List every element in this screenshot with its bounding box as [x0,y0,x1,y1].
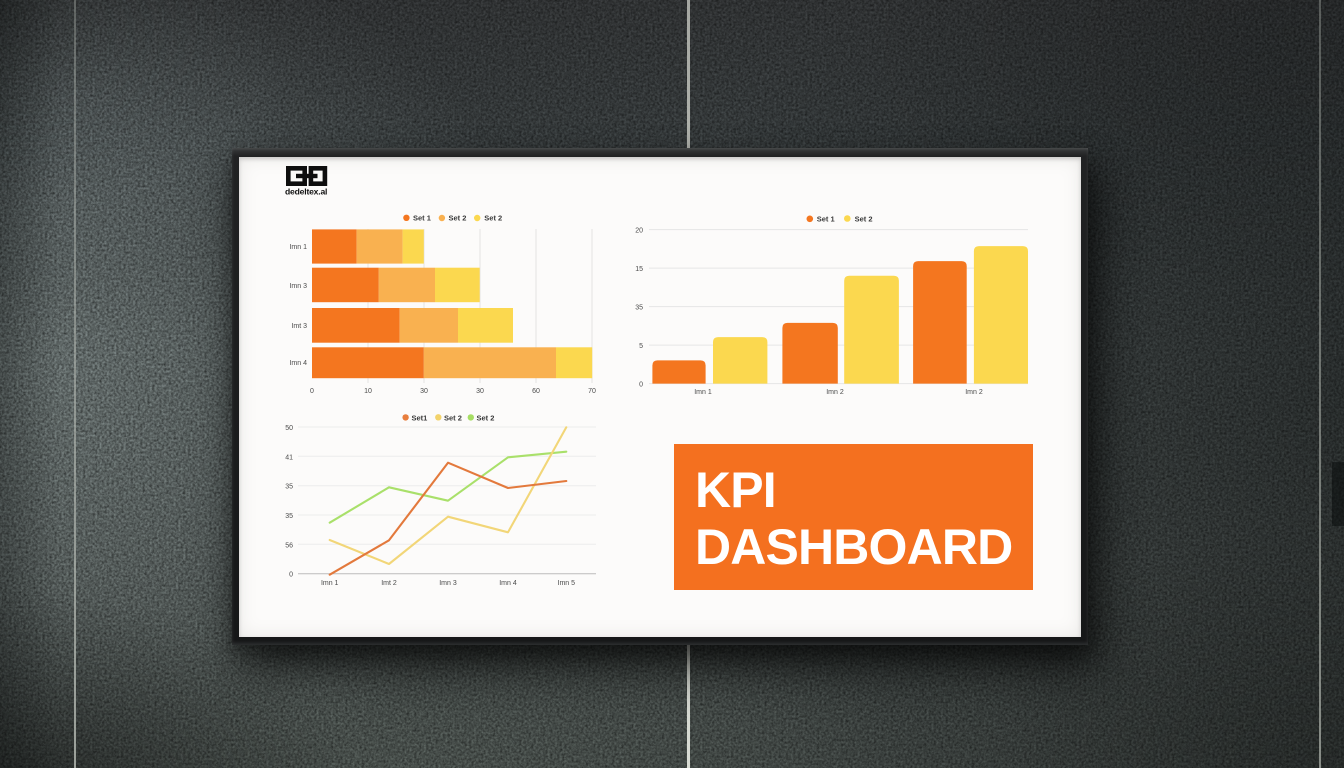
svg-text:41: 41 [285,454,293,461]
svg-text:Set 2: Set 2 [855,215,873,224]
svg-text:Imn 2: Imn 2 [965,389,983,396]
svg-text:Imn 1: Imn 1 [694,389,712,396]
svg-text:Imn 1: Imn 1 [289,244,307,251]
svg-text:0: 0 [289,572,293,579]
svg-text:0: 0 [639,382,643,389]
svg-text:Imn 3: Imn 3 [289,283,307,290]
svg-text:Set 1: Set 1 [817,215,835,224]
svg-text:10: 10 [364,388,372,395]
svg-text:Imn 2: Imn 2 [826,389,844,396]
svg-text:Imn 3: Imn 3 [439,580,457,587]
svg-text:15: 15 [635,266,643,273]
svg-text:Imn 5: Imn 5 [558,580,576,587]
svg-text:70: 70 [588,388,596,395]
svg-text:56: 56 [285,542,293,549]
svg-text:30: 30 [476,388,484,395]
svg-text:Set 2: Set 2 [449,214,467,223]
svg-text:20: 20 [635,228,643,235]
svg-text:5: 5 [639,343,643,350]
svg-text:Imn 1: Imn 1 [321,580,339,587]
svg-text:Set 2: Set 2 [477,413,495,422]
svg-text:Imt 2: Imt 2 [381,580,397,587]
svg-text:35: 35 [285,513,293,520]
svg-text:0: 0 [310,388,314,395]
svg-text:35: 35 [285,484,293,491]
svg-text:Set 2: Set 2 [444,413,462,422]
svg-text:Set1: Set1 [412,413,428,422]
svg-text:60: 60 [532,388,540,395]
svg-text:35: 35 [635,305,643,312]
svg-text:Imt 3: Imt 3 [291,323,307,330]
svg-text:dedeltex.al: dedeltex.al [285,187,327,197]
svg-text:Imn 4: Imn 4 [289,360,307,367]
svg-text:50: 50 [285,425,293,432]
svg-text:Set 1: Set 1 [413,214,431,223]
svg-text:30: 30 [420,388,428,395]
svg-text:Imn 4: Imn 4 [499,580,517,587]
svg-text:Set 2: Set 2 [484,214,502,223]
